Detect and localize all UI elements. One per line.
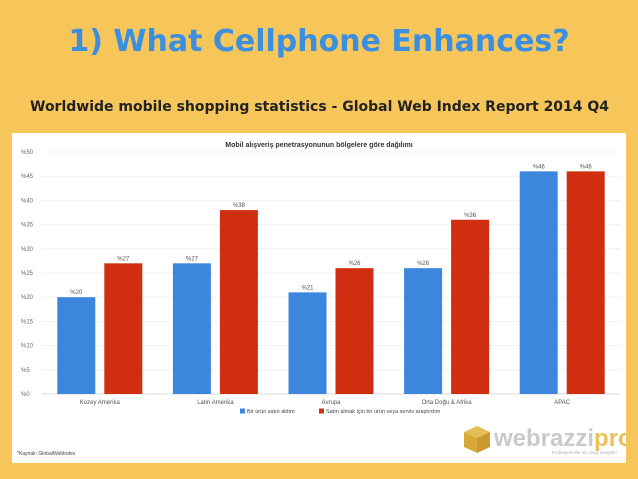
data-label: %38 xyxy=(233,203,246,209)
webrazzi-logo: webrazzipro Profesyoneller için blog med… xyxy=(464,425,626,455)
data-label: %46 xyxy=(533,164,546,170)
y-tick-label: %25 xyxy=(21,271,34,277)
bar xyxy=(288,292,327,394)
legend-swatch xyxy=(319,408,324,414)
data-label: %26 xyxy=(348,261,361,267)
bar xyxy=(566,171,605,394)
data-label: %46 xyxy=(580,164,593,170)
chart-panel: Mobil alışveriş penetrasyonunun bölgeler… xyxy=(12,133,626,463)
slide-title: 1) What Cellphone Enhances? xyxy=(68,24,570,59)
logo-text: webrazzipro xyxy=(493,425,626,452)
legend-label: Satın almak için bir ürün veya servis ar… xyxy=(326,409,441,415)
category-label: Avrupa xyxy=(322,400,342,406)
category-label: APAC xyxy=(554,400,571,406)
data-label: %27 xyxy=(186,256,199,262)
category-label: Orta Doğu & Afrika xyxy=(422,400,473,406)
y-tick-label: %10 xyxy=(21,344,34,350)
bar xyxy=(335,268,374,394)
logo-tagline: Profesyoneller için blog medyası xyxy=(552,450,617,455)
y-tick-label: %30 xyxy=(21,247,34,253)
legend-label: Bir ürün satın aldım xyxy=(247,409,295,415)
y-tick-label: %50 xyxy=(21,150,34,156)
bar xyxy=(172,263,211,394)
bar xyxy=(57,297,96,394)
slide-subtitle: Worldwide mobile shopping statistics - G… xyxy=(30,99,610,115)
category-label: Kuzey Amerika xyxy=(80,400,121,406)
bar xyxy=(451,219,490,394)
y-tick-label: %40 xyxy=(21,198,34,204)
legend-swatch xyxy=(240,408,245,414)
data-label: %36 xyxy=(464,213,477,219)
chart-source: *Kaynak: GlobalWebIndex xyxy=(17,451,76,457)
y-tick-label: %0 xyxy=(21,392,30,398)
data-label: %26 xyxy=(417,261,430,267)
data-label: %21 xyxy=(301,285,314,291)
chart-title: Mobil alışveriş penetrasyonunun bölgeler… xyxy=(225,142,413,149)
y-tick-label: %5 xyxy=(21,368,30,374)
y-tick-label: %45 xyxy=(21,174,34,180)
category-label: Latin Amerika xyxy=(197,400,234,406)
bar-chart: Mobil alışveriş penetrasyonunun bölgeler… xyxy=(17,142,626,457)
y-tick-label: %35 xyxy=(21,223,34,229)
y-tick-label: %15 xyxy=(21,319,34,325)
data-label: %27 xyxy=(117,256,130,262)
bar xyxy=(404,268,443,394)
data-label: %20 xyxy=(70,290,83,296)
bar xyxy=(219,210,258,394)
cube-icon xyxy=(464,426,490,453)
bar xyxy=(104,263,143,394)
bar xyxy=(519,171,558,394)
y-tick-label: %20 xyxy=(21,295,34,301)
